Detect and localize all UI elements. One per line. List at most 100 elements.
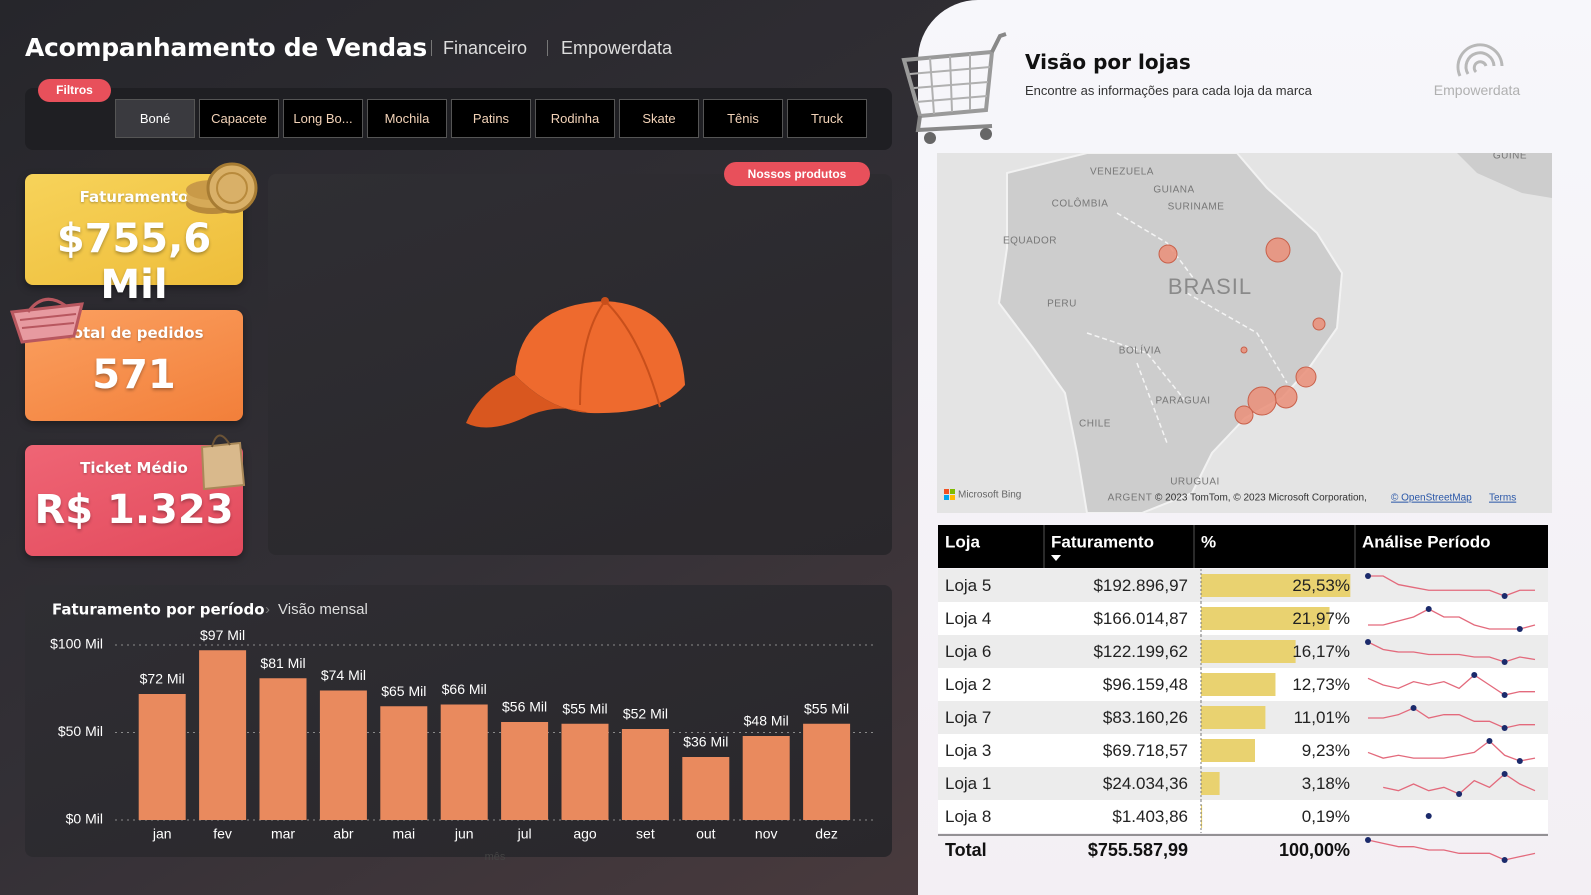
bar <box>501 722 549 820</box>
store-pct: 21,97% <box>1292 609 1350 628</box>
bar <box>440 704 488 820</box>
column-header[interactable]: Faturamento <box>1051 532 1154 551</box>
map-label: BOLÍVIA <box>1119 344 1161 357</box>
map-label: COLÔMBIA <box>1052 197 1109 210</box>
cart-icon <box>901 32 1007 144</box>
sparkline-marker <box>1365 573 1371 579</box>
store-pct: 12,73% <box>1292 675 1350 694</box>
x-tick-label: fev <box>213 826 232 842</box>
kpi-value: 571 <box>92 352 176 398</box>
map-label: URUGUAI <box>1170 477 1220 488</box>
map-label: PARAGUAI <box>1156 396 1211 407</box>
bar <box>259 678 307 820</box>
filter-button[interactable]: Capacete <box>199 99 279 138</box>
bar <box>621 729 669 820</box>
filter-label: Filtros <box>38 79 111 102</box>
x-tick-label: dez <box>815 826 838 842</box>
x-tick-label: out <box>696 826 716 842</box>
column-header: Análise Período <box>1362 532 1490 551</box>
pct-bar <box>1201 706 1266 729</box>
filter-button[interactable]: Patins <box>451 99 531 138</box>
filter-button[interactable]: Tênis <box>703 99 783 138</box>
sparkline-marker <box>1456 791 1463 797</box>
kpi-title: Total de pedidos <box>64 324 204 342</box>
data-label: $65 Mil <box>381 683 426 699</box>
store-revenue: $192.896,97 <box>1093 576 1188 595</box>
nav-link[interactable]: Empowerdata <box>561 38 673 58</box>
map-label: PERU <box>1047 299 1077 310</box>
bar-chart: Faturamento por período › Visão mensal m… <box>50 601 875 863</box>
bar <box>682 757 730 820</box>
store-revenue: $1.403,86 <box>1112 807 1188 826</box>
sparkline-marker <box>1501 659 1508 665</box>
store-name: Loja 4 <box>945 609 991 628</box>
filter-button[interactable]: Mochila <box>367 99 447 138</box>
store-revenue: $69.718,57 <box>1103 741 1188 760</box>
y-tick-label: $50 Mil <box>58 723 103 739</box>
map-label: CHILE <box>1079 419 1111 430</box>
product-image <box>466 297 685 428</box>
nav-link[interactable]: Financeiro <box>443 38 528 58</box>
stores-subtitle: Encontre as informações para cada loja d… <box>1025 83 1312 98</box>
kpi-value: $755,6 Mil <box>56 216 212 308</box>
sparkline-marker <box>1425 606 1432 612</box>
kpi-value: R$ 1.323 <box>34 487 234 533</box>
sparkline <box>1367 740 1536 762</box>
map-label: SURINAME <box>1168 202 1225 213</box>
filter-button[interactable]: Boné <box>115 99 195 138</box>
data-label: $55 Mil <box>804 700 849 716</box>
data-label: $66 Mil <box>442 681 487 697</box>
x-tick-label: set <box>636 826 655 842</box>
filter-button[interactable]: Rodinha <box>535 99 615 138</box>
map-link[interactable]: © OpenStreetMap <box>1391 493 1472 504</box>
data-label: $36 Mil <box>683 734 728 750</box>
filter-button[interactable]: Truck <box>787 99 867 138</box>
data-label: $72 Mil <box>140 671 185 687</box>
bag-icon <box>200 434 246 491</box>
y-tick-label: $0 Mil <box>66 811 103 827</box>
kpi-title: Faturamento <box>79 188 189 206</box>
map-border <box>1086 212 1288 444</box>
map-link[interactable]: Terms <box>1489 493 1516 504</box>
sparkline-marker <box>1410 705 1417 711</box>
store-revenue: $83.160,26 <box>1103 708 1188 727</box>
logo-mark <box>1456 43 1504 77</box>
bar <box>319 690 367 820</box>
store-pct: 16,17% <box>1292 642 1350 661</box>
store-pct: 0,19% <box>1302 807 1350 826</box>
bar <box>803 723 851 820</box>
data-label: $55 Mil <box>562 700 607 716</box>
bar <box>561 723 609 820</box>
x-tick-label: ago <box>573 826 597 842</box>
chart-subtitle: Visão mensal <box>278 601 368 618</box>
coins-icon <box>186 162 258 214</box>
store-name: Loja 3 <box>945 741 991 760</box>
map-provider: Microsoft Bing <box>958 490 1021 501</box>
filter-button[interactable]: Skate <box>619 99 699 138</box>
filter-button[interactable]: Long Bo... <box>283 99 363 138</box>
sparkline-marker <box>1471 672 1478 678</box>
sparkline-marker <box>1501 771 1508 777</box>
map-attribution: © 2023 TomTom, © 2023 Microsoft Corporat… <box>1155 493 1367 504</box>
total-label: Total <box>945 840 987 860</box>
column-header: % <box>1201 532 1216 551</box>
separator <box>547 40 548 56</box>
total-revenue: $755.587,99 <box>1088 840 1188 860</box>
store-pct: 9,23% <box>1302 741 1350 760</box>
store-revenue: $122.199,62 <box>1093 642 1188 661</box>
sparkline-marker <box>1516 758 1523 764</box>
kpi-card: Ticket Médio R$ 1.323 <box>25 445 243 556</box>
store-revenue: $96.159,48 <box>1103 675 1188 694</box>
sparkline-marker <box>1516 626 1523 632</box>
data-label: $48 Mil <box>744 713 789 729</box>
store-name: Loja 8 <box>945 807 991 826</box>
pct-bar <box>1201 772 1220 795</box>
map-label: VENEZUELA <box>1090 167 1154 178</box>
sort-indicator[interactable] <box>1051 555 1061 561</box>
kpi-title: Ticket Médio <box>80 459 188 477</box>
store-name: Loja 2 <box>945 675 991 694</box>
map-land <box>997 153 1344 513</box>
chart-separator: › <box>265 601 270 618</box>
